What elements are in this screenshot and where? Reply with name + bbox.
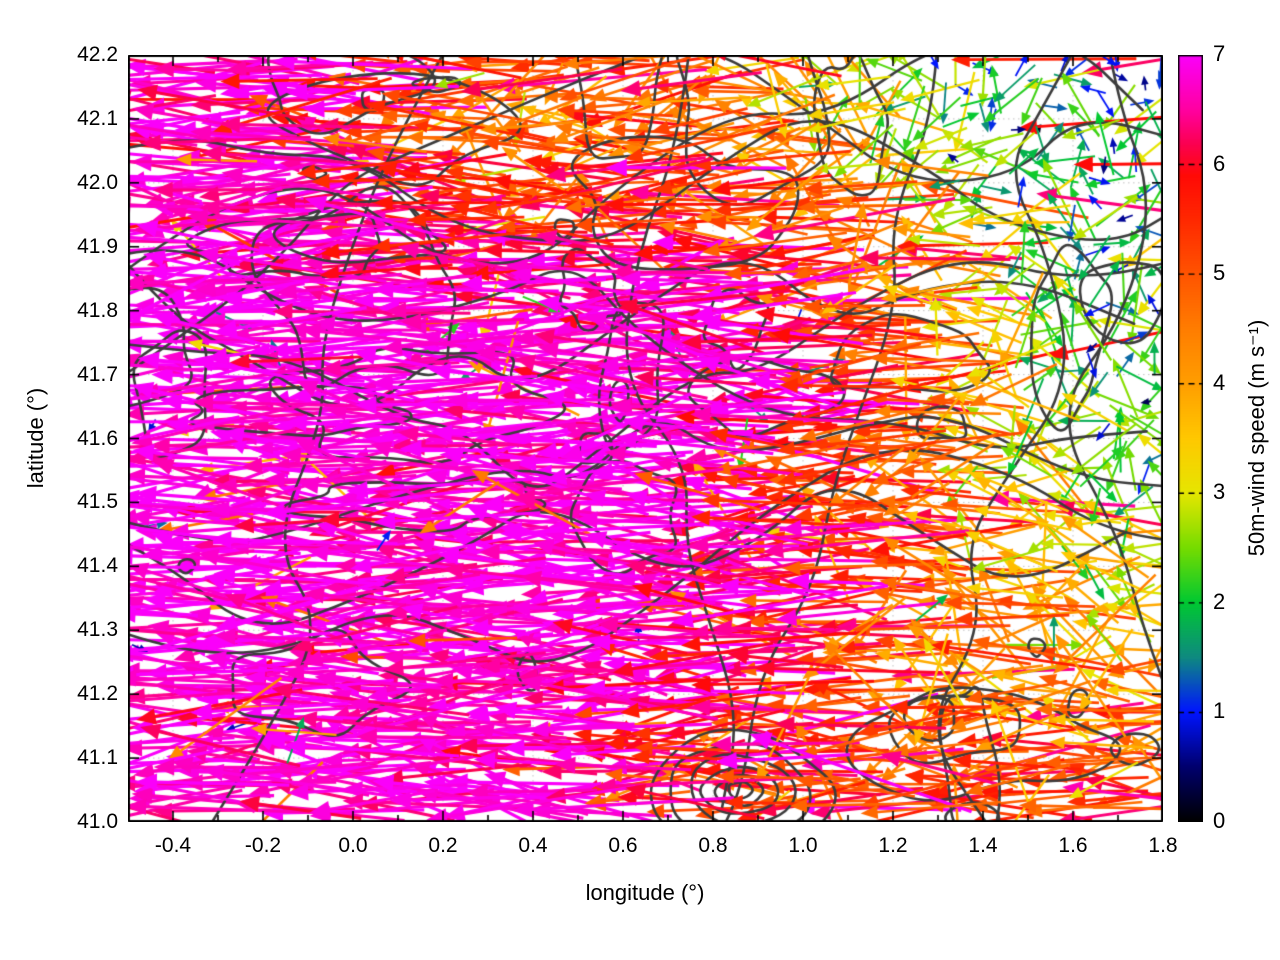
colorbar: [1178, 55, 1203, 822]
y-tick-label: 41.1: [77, 746, 118, 770]
y-tick-label: 41.7: [77, 362, 118, 386]
y-tick-label: 42.0: [77, 170, 118, 194]
colorbar-label: 50m-wind speed (m s⁻¹): [1244, 319, 1269, 557]
x-tick-label: 1.0: [788, 834, 818, 857]
y-tick-label: 41.8: [77, 298, 118, 322]
colorbar-tick-label: 3: [1213, 479, 1226, 505]
x-tick-label: 1.2: [878, 834, 908, 857]
y-tick-label: 42.2: [77, 43, 118, 66]
x-tick-label: -0.4: [154, 834, 192, 857]
x-tick-label: -0.2: [244, 834, 282, 857]
y-tick-label: 42.1: [77, 106, 118, 130]
y-axis-label: latitude (°): [23, 387, 48, 489]
colorbar-tick-label: 2: [1213, 588, 1226, 614]
colorbar-gradient-canvas: [1178, 55, 1203, 822]
plot-area: [128, 55, 1163, 822]
x-tick-label: 0.8: [698, 834, 728, 857]
colorbar-tick-label: 1: [1213, 698, 1226, 724]
x-tick-label: 0.2: [428, 834, 458, 857]
y-tick-label: 41.5: [77, 490, 118, 514]
colorbar-tick-label: 4: [1213, 369, 1226, 395]
x-tick-label: 0.6: [608, 834, 638, 857]
y-tick-label: 41.0: [77, 810, 118, 833]
colorbar-tick-label: 7: [1213, 41, 1226, 66]
wind-vector-plot-canvas: [128, 55, 1163, 822]
y-tick-label: 41.4: [77, 554, 118, 578]
colorbar-tick-label: 5: [1213, 260, 1226, 286]
x-tick-label: 0.0: [338, 834, 368, 857]
colorbar-tick-label: 0: [1213, 808, 1226, 833]
x-axis-label: longitude (°): [585, 880, 705, 905]
x-tick-label: 1.8: [1148, 834, 1178, 857]
y-tick-label: 41.6: [77, 426, 118, 450]
y-tick-label: 41.2: [77, 682, 118, 706]
x-tick-label: 1.6: [1058, 834, 1088, 857]
y-tick-label: 41.3: [77, 618, 118, 642]
colorbar-tick-label: 6: [1213, 150, 1226, 176]
x-tick-label: 1.4: [968, 834, 998, 857]
x-tick-label: 0.4: [518, 834, 548, 857]
y-tick-label: 41.9: [77, 234, 118, 258]
